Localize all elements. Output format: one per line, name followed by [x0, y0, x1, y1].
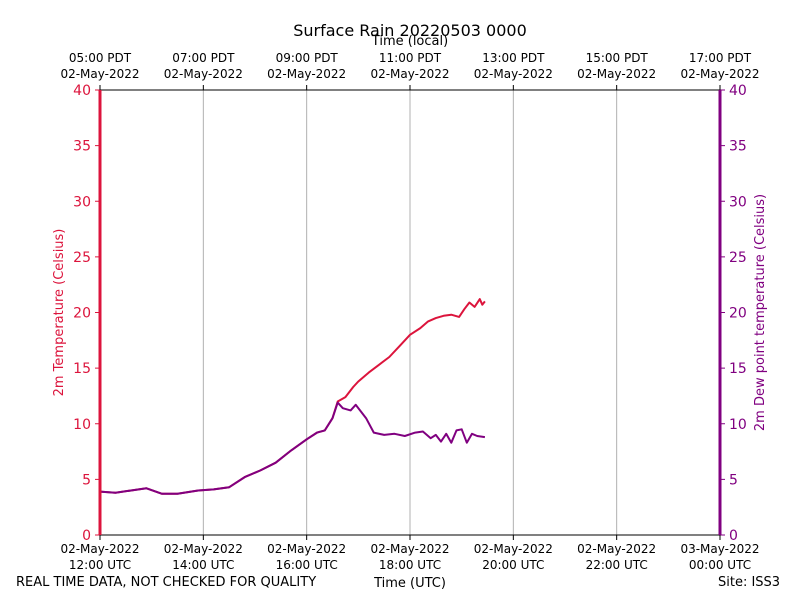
x-tick-label-bottom-date: 02-May-2022: [474, 542, 553, 556]
x-tick-label-bottom-date: 02-May-2022: [164, 542, 243, 556]
y-tick-label-left: 20: [73, 306, 91, 322]
site-label: Site: ISS3: [718, 575, 781, 590]
temperature-line: [99, 298, 486, 495]
dewpoint-line: [99, 401, 486, 495]
y-tick-label-right: 0: [729, 528, 738, 544]
y-tick-label-left: 30: [73, 194, 91, 210]
x-tick-label-top-date: 02-May-2022: [370, 67, 449, 81]
x-tick-label-bottom-time: 16:00 UTC: [276, 558, 338, 572]
y-tick-label-right: 5: [729, 472, 738, 488]
y-tick-label-left: 40: [73, 83, 91, 99]
x-tick-label-bottom-date: 02-May-2022: [577, 542, 656, 556]
y-tick-label-right: 15: [729, 361, 747, 377]
y-tick-label-right: 25: [729, 250, 747, 266]
x-axis-label-bottom: Time (UTC): [374, 576, 446, 591]
x-tick-label-bottom-date: 02-May-2022: [370, 542, 449, 556]
y-tick-label-right: 10: [729, 417, 747, 433]
x-tick-label-top-time: 09:00 PDT: [276, 51, 339, 65]
x-axis-label-top: Time (local): [371, 34, 449, 49]
y-tick-label-right: 35: [729, 139, 747, 155]
y-tick-label-left: 15: [73, 361, 91, 377]
x-tick-label-top-time: 11:00 PDT: [379, 51, 442, 65]
y-tick-label-left: 5: [82, 472, 91, 488]
y-axis-label-right: 2m Dew point temperature (Celsius): [753, 194, 768, 431]
quality-disclaimer: REAL TIME DATA, NOT CHECKED FOR QUALITY: [16, 575, 317, 590]
x-tick-label-bottom-time: 00:00 UTC: [689, 558, 751, 572]
x-tick-label-top-time: 17:00 PDT: [689, 51, 752, 65]
x-tick-label-top-date: 02-May-2022: [267, 67, 346, 81]
x-tick-label-bottom-time: 12:00 UTC: [69, 558, 131, 572]
y-tick-label-left: 35: [73, 139, 91, 155]
x-tick-label-bottom-date: 02-May-2022: [60, 542, 139, 556]
chart-title: Surface Rain 20220503 0000: [293, 21, 527, 40]
grid-lines: [202, 90, 618, 535]
y-tick-label-right: 20: [729, 306, 747, 322]
y-tick-label-left: 25: [73, 250, 91, 266]
x-tick-label-bottom-time: 20:00 UTC: [482, 558, 544, 572]
x-tick-label-bottom-time: 22:00 UTC: [586, 558, 648, 572]
x-tick-label-top-time: 07:00 PDT: [172, 51, 235, 65]
x-tick-label-top-time: 05:00 PDT: [69, 51, 132, 65]
y-tick-label-right: 40: [729, 83, 747, 99]
x-tick-label-top-time: 13:00 PDT: [482, 51, 545, 65]
x-tick-label-top-time: 15:00 PDT: [586, 51, 649, 65]
x-tick-label-top-date: 02-May-2022: [60, 67, 139, 81]
y-axis-label-left: 2m Temperature (Celsius): [52, 229, 67, 397]
x-tick-label-top-date: 02-May-2022: [680, 67, 759, 81]
y-tick-label-left: 0: [82, 528, 91, 544]
series-layer: [99, 298, 486, 495]
x-tick-label-bottom-date: 02-May-2022: [267, 542, 346, 556]
y-tick-label-left: 10: [73, 417, 91, 433]
x-tick-label-bottom-date: 03-May-2022: [680, 542, 759, 556]
x-tick-label-top-date: 02-May-2022: [474, 67, 553, 81]
ticks-layer: 0 0 5 5 10 10 15 15 20 20 25 25 30 30 35 35 40 40 02-May-2…: [60, 51, 759, 572]
y-tick-label-right: 30: [729, 194, 747, 210]
x-tick-label-bottom-time: 18:00 UTC: [379, 558, 441, 572]
x-tick-label-top-date: 02-May-2022: [577, 67, 656, 81]
x-tick-label-bottom-time: 14:00 UTC: [172, 558, 234, 572]
x-tick-label-top-date: 02-May-2022: [164, 67, 243, 81]
